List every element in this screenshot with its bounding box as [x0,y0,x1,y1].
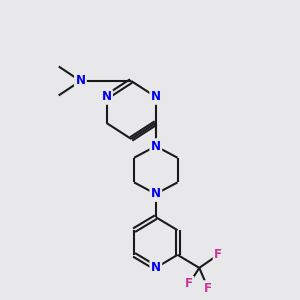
Text: F: F [185,277,193,290]
Text: N: N [101,90,112,104]
Text: F: F [214,248,222,261]
Text: N: N [151,140,161,153]
Text: F: F [204,282,212,295]
Text: N: N [151,188,161,200]
Text: N: N [151,261,161,274]
Text: N: N [151,90,161,104]
Text: N: N [76,74,85,88]
